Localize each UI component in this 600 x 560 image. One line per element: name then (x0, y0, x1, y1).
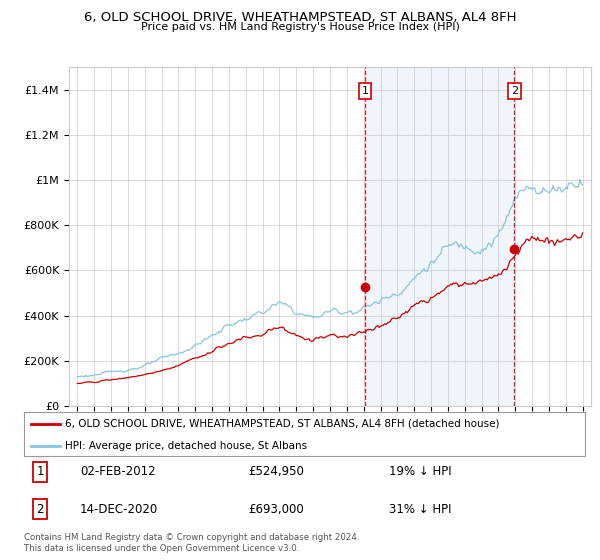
Text: 02-FEB-2012: 02-FEB-2012 (80, 465, 156, 478)
Text: 2: 2 (37, 503, 44, 516)
Text: 1: 1 (362, 86, 368, 96)
Text: 31% ↓ HPI: 31% ↓ HPI (389, 503, 451, 516)
Bar (365, 67, 514, 406)
Text: 2: 2 (511, 86, 518, 96)
Text: 1: 1 (37, 465, 44, 478)
Text: £693,000: £693,000 (248, 503, 304, 516)
Text: Contains HM Land Registry data © Crown copyright and database right 2024.
This d: Contains HM Land Registry data © Crown c… (24, 533, 359, 553)
Text: Price paid vs. HM Land Registry's House Price Index (HPI): Price paid vs. HM Land Registry's House … (140, 22, 460, 32)
Text: 6, OLD SCHOOL DRIVE, WHEATHAMPSTEAD, ST ALBANS, AL4 8FH (detached house): 6, OLD SCHOOL DRIVE, WHEATHAMPSTEAD, ST … (65, 419, 499, 429)
Text: £524,950: £524,950 (248, 465, 304, 478)
Text: HPI: Average price, detached house, St Albans: HPI: Average price, detached house, St A… (65, 441, 307, 451)
Text: 6, OLD SCHOOL DRIVE, WHEATHAMPSTEAD, ST ALBANS, AL4 8FH: 6, OLD SCHOOL DRIVE, WHEATHAMPSTEAD, ST … (84, 11, 516, 24)
Text: 19% ↓ HPI: 19% ↓ HPI (389, 465, 451, 478)
Text: 14-DEC-2020: 14-DEC-2020 (80, 503, 158, 516)
